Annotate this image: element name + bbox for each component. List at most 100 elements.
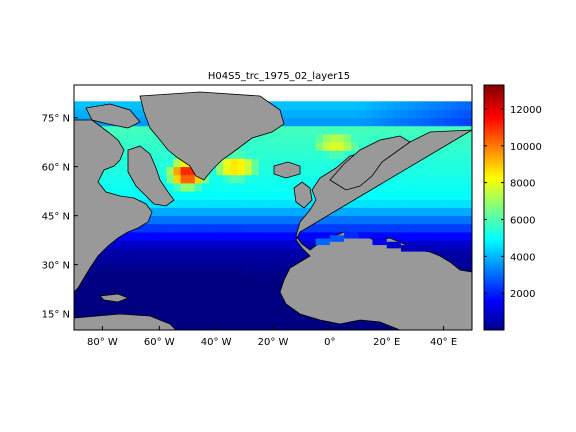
ocean-cell: [273, 207, 281, 217]
ocean-cell: [315, 142, 324, 151]
ocean-cell: [145, 248, 153, 257]
ocean-cell: [216, 272, 224, 282]
ocean-cell: [130, 272, 139, 282]
ocean-cell: [116, 272, 125, 282]
ocean-cell: [237, 150, 245, 159]
ocean-cell: [137, 289, 146, 298]
ocean-cell: [145, 125, 153, 135]
ocean-cell: [436, 232, 444, 241]
ocean-cell: [386, 191, 395, 200]
land-masses: [74, 91, 472, 330]
ocean-cell: [194, 199, 203, 208]
ocean-cell: [244, 150, 253, 159]
ocean-cell: [415, 174, 423, 184]
ocean-cell: [422, 199, 430, 208]
ocean-cell: [294, 158, 302, 168]
ocean-cell: [152, 134, 160, 143]
ocean-cell: [223, 191, 231, 200]
ocean-cell: [130, 264, 139, 274]
ocean-cell: [159, 166, 167, 176]
ocean-cell: [287, 174, 295, 184]
ocean-cell: [457, 240, 466, 249]
ocean-cell: [258, 297, 267, 306]
ocean-cell: [180, 174, 189, 184]
ocean-cell: [379, 101, 388, 110]
ocean-cell: [244, 199, 253, 208]
ocean-cell: [457, 207, 466, 217]
ocean-cell: [365, 117, 373, 127]
ocean-cell: [351, 223, 359, 233]
ocean-cell: [152, 223, 160, 233]
ocean-cell: [194, 264, 203, 274]
ocean-cell: [166, 240, 174, 249]
ocean-cell: [244, 248, 253, 257]
ocean-cell: [372, 109, 381, 119]
ocean-cell: [365, 125, 373, 135]
ocean-cell: [287, 109, 295, 119]
ocean-cell: [194, 191, 203, 200]
ocean-cell: [166, 248, 174, 257]
ocean-cell: [344, 321, 352, 330]
ocean-cell: [372, 125, 381, 135]
ocean-cell: [464, 183, 472, 192]
ocean-cell: [450, 248, 459, 257]
colorbar-tick-label: 10000: [510, 142, 542, 153]
ocean-cell: [258, 183, 267, 192]
ocean-cell: [137, 232, 146, 241]
ocean-cell: [223, 248, 231, 257]
ocean-cell: [152, 305, 160, 315]
ocean-cell: [315, 150, 324, 159]
arctic-islands: [85, 103, 141, 129]
ocean-cell: [244, 183, 253, 192]
ocean-cell: [280, 125, 288, 135]
ocean-cell: [116, 174, 125, 184]
ocean-cell: [230, 207, 238, 217]
ocean-cell: [372, 223, 381, 233]
ocean-cell: [201, 272, 210, 282]
ocean-cell: [180, 158, 189, 168]
south-america-land: [74, 313, 177, 330]
ocean-cell: [443, 248, 452, 257]
ocean-cell: [308, 134, 317, 143]
ocean-cell: [173, 305, 182, 315]
ocean-cell: [379, 215, 388, 225]
ocean-cell: [329, 158, 338, 168]
ocean-cell: [351, 125, 359, 135]
ocean-cell: [315, 232, 324, 241]
ocean-cell: [95, 297, 103, 306]
ocean-cell: [130, 125, 139, 135]
ocean-cell: [159, 215, 167, 225]
ocean-cell: [351, 199, 359, 208]
ocean-cell: [443, 191, 452, 200]
ocean-cell: [308, 174, 317, 184]
ocean-cell: [273, 232, 281, 241]
ocean-cell: [379, 232, 388, 241]
ocean-cell: [209, 207, 217, 217]
ocean-cell: [273, 199, 281, 208]
ocean-cell: [130, 305, 139, 315]
ocean-cell: [180, 166, 189, 176]
ocean-cell: [280, 174, 288, 184]
ocean-cell: [329, 101, 338, 110]
ocean-cell: [351, 215, 359, 225]
ocean-cell: [230, 166, 238, 176]
ocean-cell: [287, 215, 295, 225]
ocean-cell: [464, 158, 472, 168]
ocean-cell: [365, 199, 373, 208]
ocean-cell: [145, 272, 153, 282]
ocean-cell: [201, 248, 210, 257]
ocean-cell: [180, 305, 189, 315]
ocean-cell: [280, 117, 288, 127]
ocean-cell: [237, 256, 245, 266]
ocean-cell: [301, 321, 309, 330]
ocean-cell: [436, 223, 444, 233]
ocean-cell: [145, 232, 153, 241]
ocean-cell: [230, 264, 238, 274]
x-tick-label: 80° W: [87, 337, 118, 348]
ocean-cell: [464, 232, 472, 241]
ocean-cell: [216, 199, 224, 208]
ocean-cell: [436, 109, 444, 119]
ocean-cell: [166, 305, 174, 315]
ocean-cell: [251, 281, 260, 290]
ocean-cell: [194, 256, 203, 266]
